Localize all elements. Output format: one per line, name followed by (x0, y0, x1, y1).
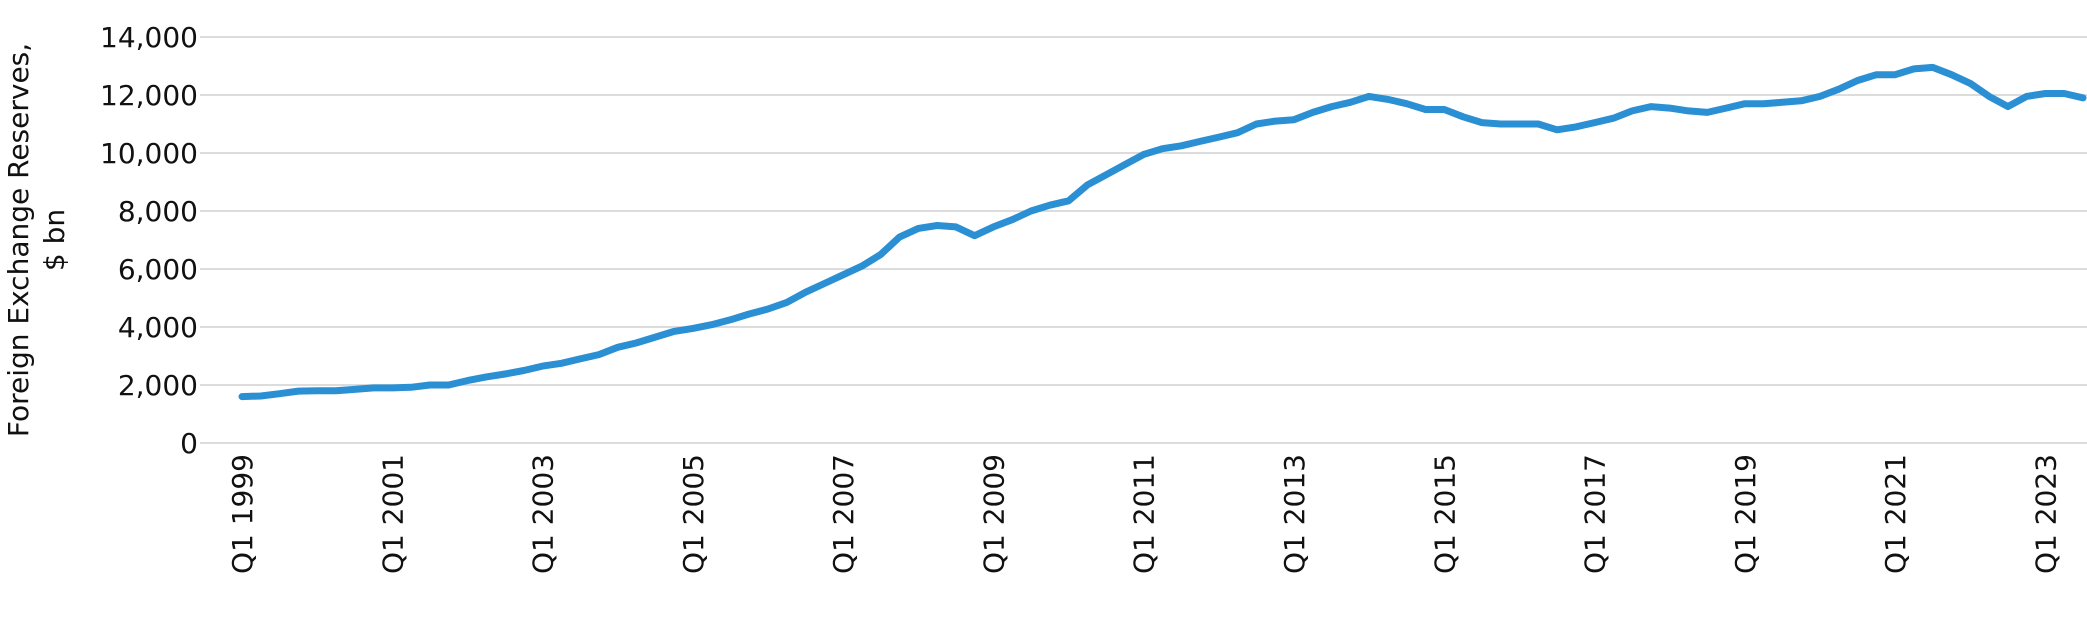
x-tick-label: Q1 2023 (2029, 454, 2062, 574)
x-tick-label: Q1 2011 (1128, 454, 1161, 574)
y-tick-label: 10,000 (100, 137, 198, 170)
x-tick-label: Q1 2005 (677, 454, 710, 574)
x-tick-label: Q1 2003 (527, 454, 560, 574)
y-axis-label: Foreign Exchange Reserves, (2, 43, 35, 437)
x-tick-label: Q1 2015 (1428, 454, 1461, 574)
y-tick-label: 12,000 (100, 79, 198, 112)
y-tick-label: 4,000 (118, 311, 198, 344)
x-tick-label: Q1 2007 (827, 454, 860, 574)
y-tick-label: 2,000 (118, 369, 198, 402)
y-tick-label: 6,000 (118, 253, 198, 286)
y-tick-label: 0 (180, 427, 198, 460)
y-axis-label: $ bn (38, 209, 71, 271)
series-line (238, 63, 2087, 401)
x-tick-label: Q1 2021 (1879, 454, 1912, 574)
x-tick-label: Q1 2009 (977, 454, 1010, 574)
y-tick-label: 14,000 (100, 21, 198, 54)
x-tick-label: Q1 2001 (376, 454, 409, 574)
y-tick-label: 8,000 (118, 195, 198, 228)
x-tick-label: Q1 2013 (1278, 454, 1311, 574)
x-tick-label: Q1 2019 (1729, 454, 1762, 574)
x-tick-label: Q1 2017 (1579, 454, 1612, 574)
x-tick-label: Q1 1999 (226, 454, 259, 574)
